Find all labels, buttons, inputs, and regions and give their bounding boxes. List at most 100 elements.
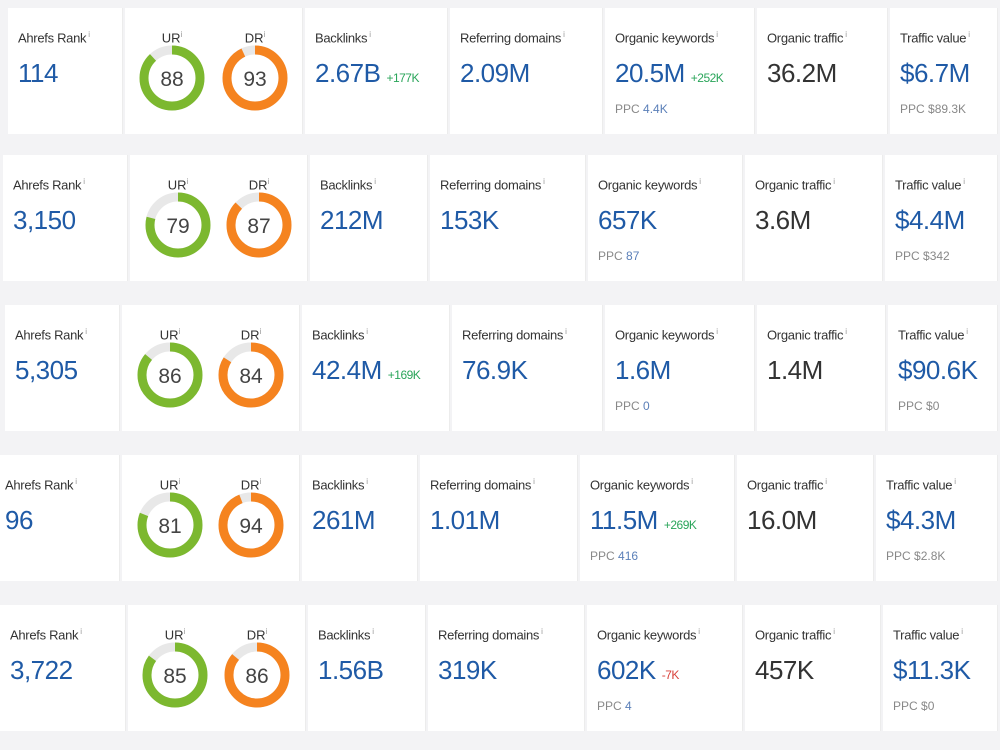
backlinks-value[interactable]: 1.56B <box>318 655 384 685</box>
organic-keywords-value[interactable]: 1.6M <box>615 355 671 385</box>
organic-traffic-value[interactable]: 3.6M <box>755 205 811 235</box>
rating-card: URi 79 DRi 87 <box>130 155 308 281</box>
info-icon[interactable]: i <box>88 30 90 39</box>
keywords-ppc: PPC 416 <box>590 549 639 563</box>
info-icon[interactable]: i <box>369 30 371 39</box>
info-icon[interactable]: i <box>263 30 266 39</box>
organic-traffic-card: Organic traffic i 457K <box>745 605 881 731</box>
organic-traffic-value[interactable]: 1.4M <box>767 355 823 385</box>
info-icon[interactable]: i <box>374 177 376 186</box>
referring-domains-value[interactable]: 153K <box>440 205 499 235</box>
info-icon[interactable]: i <box>366 477 368 486</box>
backlinks-label: Backlinks i <box>312 477 368 493</box>
ur-gauge: 88 <box>139 45 205 111</box>
ahrefs-rank-value[interactable]: 96 <box>5 505 33 535</box>
referring-domains-value[interactable]: 319K <box>438 655 497 685</box>
organic-traffic-card: Organic traffic i 3.6M <box>745 155 883 281</box>
info-icon[interactable]: i <box>543 177 545 186</box>
info-icon[interactable]: i <box>183 627 186 636</box>
dr-label: DRi <box>244 30 266 46</box>
info-icon[interactable]: i <box>963 177 965 186</box>
organic-keywords-value[interactable]: 11.5M <box>590 505 658 535</box>
info-icon[interactable]: i <box>267 177 270 186</box>
traffic-value-label: Traffic value i <box>895 177 965 193</box>
info-icon[interactable]: i <box>833 177 835 186</box>
ahrefs-rank-card: Ahrefs Rank i 96 <box>0 455 120 581</box>
info-icon[interactable]: i <box>533 477 535 486</box>
info-icon[interactable]: i <box>75 477 77 486</box>
info-icon[interactable]: i <box>541 627 543 636</box>
backlinks-label: Backlinks i <box>312 327 368 343</box>
info-icon[interactable]: i <box>372 627 374 636</box>
info-icon[interactable]: i <box>178 477 181 486</box>
organic-keywords-card: Organic keywords i 657K PPC 87 <box>588 155 743 281</box>
ur-value: 79 <box>166 215 189 238</box>
info-icon[interactable]: i <box>565 327 567 336</box>
referring-domains-value[interactable]: 1.01M <box>430 505 500 535</box>
info-icon[interactable]: i <box>961 627 963 636</box>
info-icon[interactable]: i <box>691 477 693 486</box>
dr-gauge-fill <box>218 342 284 408</box>
keywords-ppc: PPC 4.4K <box>615 102 668 116</box>
info-icon[interactable]: i <box>563 30 565 39</box>
traffic-value-value[interactable]: $11.3K <box>893 655 971 685</box>
info-icon[interactable]: i <box>180 30 183 39</box>
organic-traffic-value[interactable]: 16.0M <box>747 505 817 535</box>
ahrefs-rank-value[interactable]: 114 <box>18 58 58 88</box>
info-icon[interactable]: i <box>716 30 718 39</box>
organic-keywords-value[interactable]: 602K <box>597 655 656 685</box>
info-icon[interactable]: i <box>966 327 968 336</box>
referring-domains-label: Referring domains i <box>430 477 535 493</box>
info-icon[interactable]: i <box>85 327 87 336</box>
rating-card: URi 86 DRi 84 <box>122 305 300 431</box>
referring-domains-value[interactable]: 76.9K <box>462 355 528 385</box>
info-icon[interactable]: i <box>178 327 181 336</box>
referring-domains-card: Referring domains i 1.01M <box>420 455 578 581</box>
keywords-ppc: PPC 0 <box>615 399 650 413</box>
info-icon[interactable]: i <box>259 327 262 336</box>
traffic-value-value[interactable]: $4.4M <box>895 205 965 235</box>
backlinks-delta: +169K <box>387 368 421 382</box>
info-icon[interactable]: i <box>698 627 700 636</box>
info-icon[interactable]: i <box>845 327 847 336</box>
referring-domains-value[interactable]: 2.09M <box>460 58 530 88</box>
traffic-value-ppc: PPC $342 <box>895 249 950 263</box>
info-icon[interactable]: i <box>699 177 701 186</box>
info-icon[interactable]: i <box>186 177 189 186</box>
metrics-row: Ahrefs Rank i 3,722 URi 85 DRi 86 Backlinks… <box>0 605 1000 731</box>
traffic-value-label: Traffic value i <box>893 627 963 643</box>
info-icon[interactable]: i <box>833 627 835 636</box>
backlinks-value[interactable]: 212M <box>320 205 384 235</box>
dr-value: 86 <box>245 665 268 688</box>
ahrefs-rank-label: Ahrefs Rank i <box>5 477 77 493</box>
info-icon[interactable]: i <box>366 327 368 336</box>
backlinks-value[interactable]: 42.4M <box>312 355 382 385</box>
organic-keywords-value[interactable]: 657K <box>598 205 657 235</box>
traffic-value-value[interactable]: $4.3M <box>886 505 956 535</box>
info-icon[interactable]: i <box>83 177 85 186</box>
ahrefs-rank-value[interactable]: 3,722 <box>10 655 73 685</box>
organic-traffic-value[interactable]: 457K <box>755 655 814 685</box>
info-icon[interactable]: i <box>825 477 827 486</box>
info-icon[interactable]: i <box>954 477 956 486</box>
info-icon[interactable]: i <box>845 30 847 39</box>
ur-label: URi <box>159 327 181 343</box>
traffic-value-value[interactable]: $6.7M <box>900 58 970 88</box>
backlinks-value[interactable]: 261M <box>312 505 376 535</box>
info-icon[interactable]: i <box>259 477 262 486</box>
info-icon[interactable]: i <box>80 627 82 636</box>
traffic-value-value[interactable]: $90.6K <box>898 355 978 385</box>
ahrefs-rank-value[interactable]: 5,305 <box>15 355 78 385</box>
organic-keywords-value[interactable]: 20.5M <box>615 58 685 88</box>
info-icon[interactable]: i <box>716 327 718 336</box>
ahrefs-rank-value[interactable]: 3,150 <box>13 205 76 235</box>
ur-value: 88 <box>160 68 183 91</box>
organic-traffic-value[interactable]: 36.2M <box>767 58 837 88</box>
info-icon[interactable]: i <box>968 30 970 39</box>
ur-gauge: 86 <box>137 342 203 408</box>
info-icon[interactable]: i <box>265 627 268 636</box>
organic-traffic-label: Organic traffic i <box>755 627 835 643</box>
backlinks-value[interactable]: 2.67B <box>315 58 381 88</box>
backlinks-label: Backlinks i <box>318 627 374 643</box>
organic-keywords-card: Organic keywords i 11.5M +269K PPC 416 <box>580 455 735 581</box>
